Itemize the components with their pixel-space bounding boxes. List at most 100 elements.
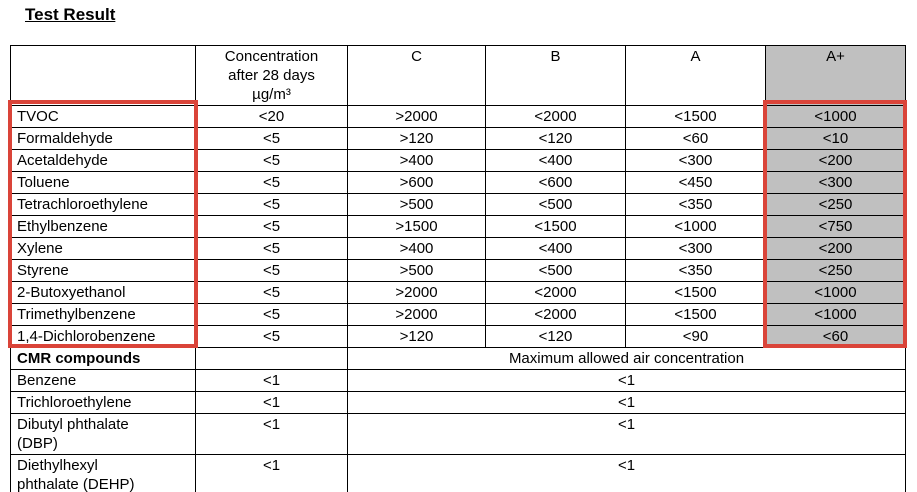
page-title: Test Result	[25, 5, 116, 24]
class-b-cell: <2000	[485, 281, 626, 304]
concentration-cell: <5	[195, 303, 348, 326]
class-c-cell: >120	[347, 127, 486, 150]
header-concentration: Concentration after 28 days µg/m³	[195, 45, 348, 106]
class-a-plus-cell: <1000	[765, 303, 906, 326]
class-a-cell: <1500	[625, 105, 766, 128]
class-a-plus-cell: <10	[765, 127, 906, 150]
class-a-plus-cell: <300	[765, 171, 906, 194]
class-b-cell: <120	[485, 325, 626, 348]
class-c-cell: >1500	[347, 215, 486, 238]
header-row: Concentration after 28 days µg/m³ C B A …	[10, 45, 906, 106]
class-a-cell: <90	[625, 325, 766, 348]
cmr-merged-header-cell: Maximum allowed air concentration	[347, 347, 906, 370]
concentration-cell: <5	[195, 325, 348, 348]
class-b-cell: <600	[485, 171, 626, 194]
compound-name-cell: Ethylbenzene	[10, 215, 196, 238]
class-b-cell: <1500	[485, 215, 626, 238]
class-b-cell: <400	[485, 237, 626, 260]
class-b-cell: <120	[485, 127, 626, 150]
class-b-cell: <500	[485, 259, 626, 282]
class-c-cell: >500	[347, 193, 486, 216]
compound-name-cell: TVOC	[10, 105, 196, 128]
class-a-cell: <350	[625, 259, 766, 282]
voc-row: Tetrachloroethylene <5 >500 <500 <350 <250	[10, 193, 906, 216]
concentration-cell: <5	[195, 171, 348, 194]
class-b-cell: <2000	[485, 303, 626, 326]
class-a-plus-cell: <200	[765, 149, 906, 172]
compound-name-cell: Xylene	[10, 237, 196, 260]
cmr-max-allowed-cell: <1	[347, 454, 906, 492]
class-c-cell: >2000	[347, 303, 486, 326]
concentration-cell: <5	[195, 259, 348, 282]
class-a-plus-cell: <750	[765, 215, 906, 238]
cmr-compound-name: Diethylhexyl phthalate (DEHP)	[17, 457, 135, 492]
cmr-compound-name-cell: Benzene	[10, 369, 196, 392]
concentration-cell: <5	[195, 193, 348, 216]
cmr-row: Dibutyl phthalate (DBP) <1 <1	[10, 413, 906, 455]
test-result-table-wrap: Concentration after 28 days µg/m³ C B A …	[8, 45, 907, 492]
cmr-compound-name: Dibutyl phthalate (DBP)	[17, 416, 129, 452]
concentration-cell: <5	[195, 237, 348, 260]
header-concentration-line2: after 28 days	[228, 67, 315, 84]
class-a-plus-cell: <200	[765, 237, 906, 260]
header-class-c: C	[347, 45, 486, 106]
class-c-cell: >2000	[347, 281, 486, 304]
concentration-cell: <5	[195, 281, 348, 304]
cmr-max-allowed-cell: <1	[347, 413, 906, 455]
voc-row: Trimethylbenzene <5 >2000 <2000 <1500 <1000	[10, 303, 906, 326]
class-c-cell: >500	[347, 259, 486, 282]
cmr-concentration-cell: <1	[195, 391, 348, 414]
voc-row: 1,4-Dichlorobenzene <5 >120 <120 <90 <60	[10, 325, 906, 348]
class-c-cell: >2000	[347, 105, 486, 128]
class-b-cell: <400	[485, 149, 626, 172]
class-a-cell: <450	[625, 171, 766, 194]
voc-row: Ethylbenzene <5 >1500 <1500 <1000 <750	[10, 215, 906, 238]
voc-row: Formaldehyde <5 >120 <120 <60 <10	[10, 127, 906, 150]
cmr-compound-name-cell: Trichloroethylene	[10, 391, 196, 414]
class-c-cell: >600	[347, 171, 486, 194]
cmr-compound-name-cell: Dibutyl phthalate (DBP)	[10, 413, 196, 455]
header-class-a-plus: A+	[765, 45, 906, 106]
compound-name-cell: Formaldehyde	[10, 127, 196, 150]
cmr-section-title-cell: CMR compounds	[10, 347, 196, 370]
cmr-concentration-cell: <1	[195, 413, 348, 455]
concentration-cell: <20	[195, 105, 348, 128]
cmr-row: Benzene <1 <1	[10, 369, 906, 392]
class-a-cell: <1500	[625, 303, 766, 326]
compound-name-cell: Acetaldehyde	[10, 149, 196, 172]
compound-name-cell: Trimethylbenzene	[10, 303, 196, 326]
cmr-concentration-cell: <1	[195, 454, 348, 492]
voc-row: Styrene <5 >500 <500 <350 <250	[10, 259, 906, 282]
cmr-row: Trichloroethylene <1 <1	[10, 391, 906, 414]
cmr-compound-name: Benzene	[17, 372, 77, 389]
class-b-cell: <500	[485, 193, 626, 216]
compound-name-cell: Tetrachloroethylene	[10, 193, 196, 216]
class-c-cell: >120	[347, 325, 486, 348]
compound-name-cell: 2-Butoxyethanol	[10, 281, 196, 304]
voc-row: TVOC <20 >2000 <2000 <1500 <1000	[10, 105, 906, 128]
header-concentration-line3: µg/m³	[252, 86, 291, 103]
voc-row: Xylene <5 >400 <400 <300 <200	[10, 237, 906, 260]
cmr-compound-name-cell: Diethylhexyl phthalate (DEHP)	[10, 454, 196, 492]
cmr-max-allowed-cell: <1	[347, 369, 906, 392]
compound-name-cell: Styrene	[10, 259, 196, 282]
class-a-plus-cell: <250	[765, 193, 906, 216]
class-a-plus-cell: <1000	[765, 281, 906, 304]
concentration-cell: <5	[195, 149, 348, 172]
voc-row: Acetaldehyde <5 >400 <400 <300 <200	[10, 149, 906, 172]
class-a-cell: <60	[625, 127, 766, 150]
header-class-a: A	[625, 45, 766, 106]
class-a-cell: <1500	[625, 281, 766, 304]
class-a-cell: <300	[625, 149, 766, 172]
voc-row: 2-Butoxyethanol <5 >2000 <2000 <1500 <1000	[10, 281, 906, 304]
class-a-plus-cell: <1000	[765, 105, 906, 128]
cmr-concentration-cell: <1	[195, 369, 348, 392]
class-b-cell: <2000	[485, 105, 626, 128]
class-c-cell: >400	[347, 149, 486, 172]
compound-name-cell: 1,4-Dichlorobenzene	[10, 325, 196, 348]
cmr-row: Diethylhexyl phthalate (DEHP) <1 <1	[10, 454, 906, 492]
concentration-cell: <5	[195, 215, 348, 238]
class-a-plus-cell: <60	[765, 325, 906, 348]
concentration-cell: <5	[195, 127, 348, 150]
